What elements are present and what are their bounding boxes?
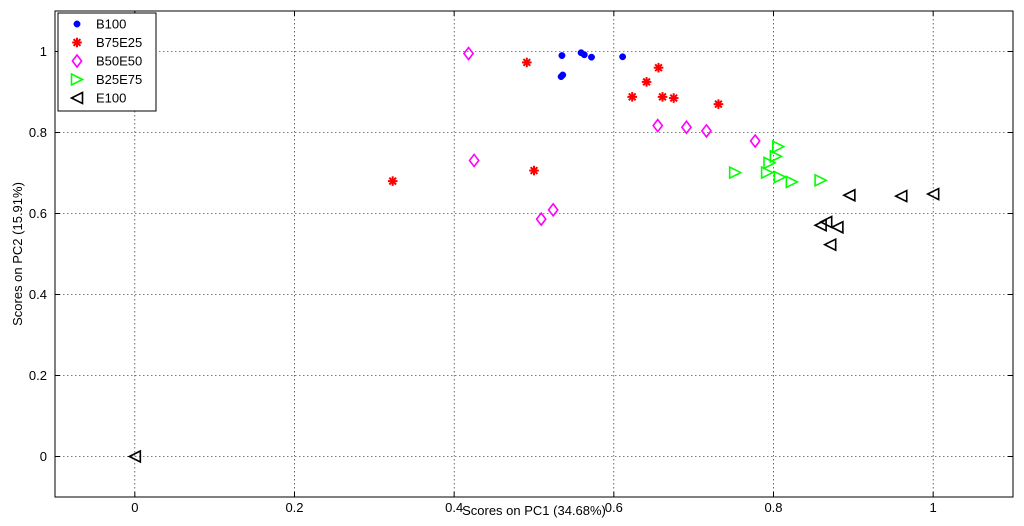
legend-marker-b25e75 [70, 72, 85, 87]
y-tick-label: 0.8 [29, 125, 47, 140]
y-tick-label: 0.6 [29, 206, 47, 221]
legend-label-e100: E100 [96, 91, 126, 106]
data-point-b75e25 [657, 92, 668, 102]
data-point-b25e75 [728, 165, 743, 180]
plot-background [55, 11, 1013, 497]
data-point-b50e50 [535, 211, 547, 227]
series-b50e50 [462, 46, 761, 227]
x-tick-label: 0.4 [445, 500, 463, 515]
legend: B100 B75E25 B50E50 B25E75 E100 [57, 12, 157, 112]
y-tick-labels: 0 0.2 0.4 0.6 0.8 1 [29, 44, 47, 464]
data-point-b100 [557, 73, 565, 81]
grid-lines [55, 11, 1013, 497]
data-point-b75e25 [668, 93, 679, 103]
plot-frame [54, 10, 1014, 498]
data-point-b100 [558, 52, 566, 59]
series-e100 [127, 187, 940, 464]
data-point-b25e75 [769, 149, 784, 164]
data-point-b50e50 [700, 123, 713, 139]
legend-items: B100 B75E25 B50E50 B25E75 E100 [69, 17, 142, 106]
data-point-e100 [893, 189, 908, 203]
data-point-e100 [842, 188, 856, 203]
data-point-b100 [588, 53, 595, 61]
y-tick-label: 1 [40, 44, 47, 59]
data-point-b25e75 [785, 175, 800, 189]
data-point-b25e75 [771, 139, 786, 154]
data-point-e100 [822, 237, 837, 252]
series-b25e75 [728, 139, 828, 189]
legend-entry-b50e50: B50E50 [71, 53, 142, 69]
x-tick-label: 0.6 [605, 500, 623, 515]
data-point-b25e75 [773, 170, 788, 184]
legend-label-b25e75: B25E75 [96, 72, 142, 87]
data-point-b75e25 [522, 57, 532, 68]
x-tick-label: 0.8 [764, 500, 782, 515]
data-point-b100 [619, 53, 627, 61]
data-point-b50e50 [468, 153, 480, 168]
legend-marker-e100 [69, 91, 84, 105]
data-point-b75e25 [713, 99, 724, 109]
data-point-e100 [127, 449, 142, 464]
data-point-b50e50 [462, 46, 475, 61]
legend-label-b50e50: B50E50 [96, 54, 142, 69]
legend-entry-b100: B100 [73, 17, 126, 32]
legend-entry-b25e75: B25E75 [70, 72, 142, 87]
x-tick-label: 1 [930, 500, 937, 515]
data-point-b25e75 [814, 173, 828, 188]
legend-entry-b75e25: B75E25 [72, 35, 142, 50]
data-point-b75e25 [627, 92, 637, 102]
series-b75e25 [387, 57, 724, 186]
legend-marker-b75e25 [72, 37, 82, 48]
legend-label-b100: B100 [96, 17, 126, 32]
data-point-e100 [830, 220, 844, 235]
legend-entry-e100: E100 [69, 91, 126, 106]
x-tick-label: 0.2 [285, 500, 303, 515]
x-tick-label: 0 [131, 500, 138, 515]
legend-box [57, 12, 157, 112]
data-point-b75e25 [529, 165, 539, 176]
data-point-b100 [580, 51, 588, 59]
data-points [127, 46, 940, 464]
data-point-b75e25 [641, 77, 652, 87]
data-point-e100 [925, 187, 940, 201]
data-point-b50e50 [680, 119, 693, 135]
data-point-b25e75 [760, 165, 775, 180]
data-point-b50e50 [749, 133, 761, 149]
data-point-b75e25 [387, 176, 398, 186]
data-point-e100 [813, 218, 827, 233]
legend-label-b75e25: B75E25 [96, 35, 142, 50]
x-tick-labels: 0 0.2 0.4 0.6 0.8 1 [131, 500, 937, 515]
data-point-b50e50 [652, 118, 664, 133]
y-tick-label: 0.4 [29, 287, 47, 302]
x-axis-title: Scores on PC1 (34.68%) [462, 503, 606, 518]
y-tick-label: 0.2 [29, 368, 47, 383]
series-b100 [557, 49, 627, 81]
data-point-b50e50 [547, 202, 559, 218]
legend-marker-b100 [73, 20, 81, 28]
data-point-b25e75 [763, 156, 777, 170]
data-point-b75e25 [653, 62, 664, 73]
legend-marker-b50e50 [71, 53, 83, 69]
y-axis-title: Scores on PC2 (15.91%) [10, 182, 25, 326]
y-tick-label: 0 [40, 449, 47, 464]
